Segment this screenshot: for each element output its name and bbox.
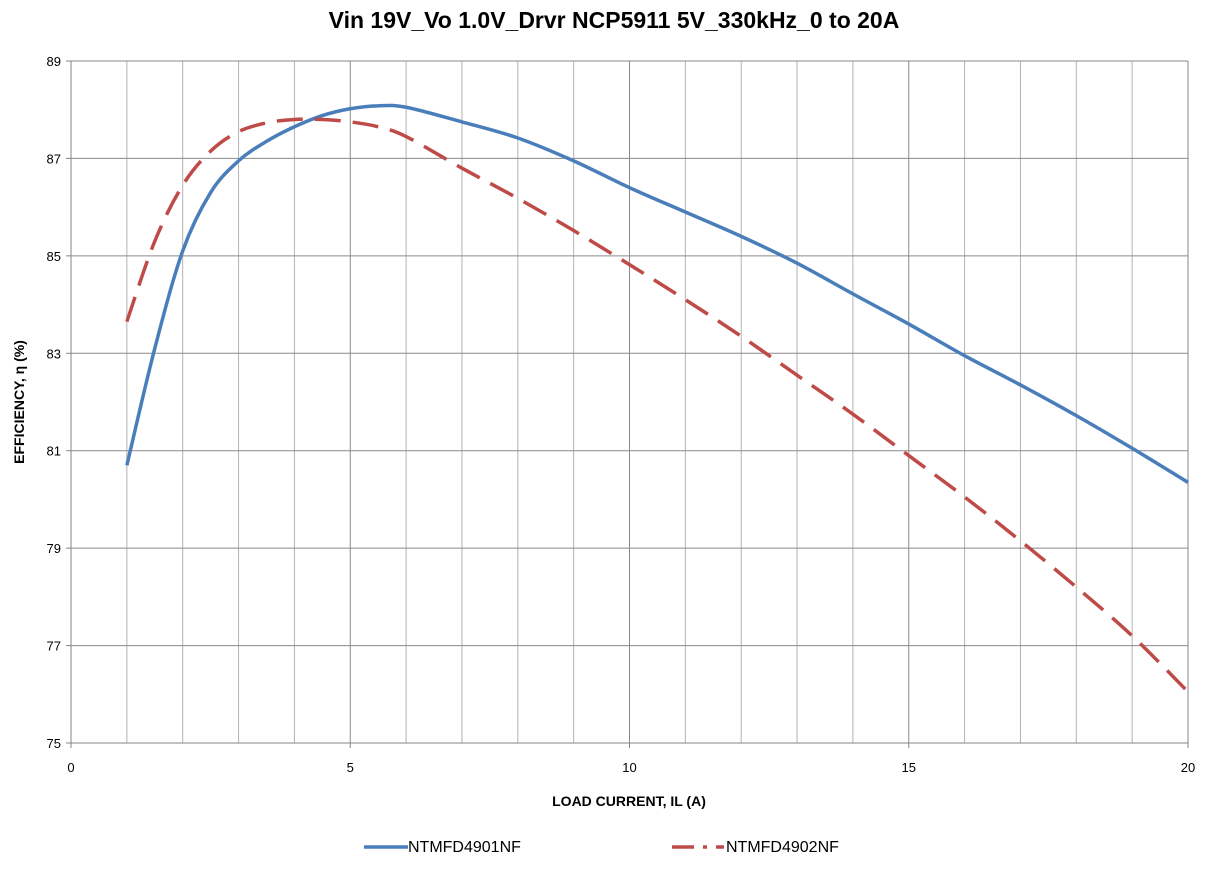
legend-label-1: NTMFD4901NF	[408, 839, 521, 856]
gridlines	[71, 60, 1189, 743]
y-tick-label: 85	[47, 249, 61, 264]
chart-title: Vin 19V_Vo 1.0V_Drvr NCP5911 5V_330kHz_0…	[329, 7, 900, 33]
y-tick-label: 89	[47, 54, 61, 69]
legend-label-2: NTMFD4902NF	[726, 839, 839, 856]
y-tick-label: 83	[47, 346, 61, 361]
y-axis-title: EFFICIENCY, η (%)	[11, 340, 27, 464]
y-tick-label: 75	[47, 736, 61, 751]
x-axis-title: LOAD CURRENT, IL (A)	[552, 793, 706, 809]
series-line-1	[125, 103, 1189, 484]
x-tick-label: 15	[902, 760, 916, 775]
series-line-2	[125, 117, 1190, 694]
x-tick-label: 10	[622, 760, 636, 775]
y-tick-label: 87	[47, 151, 61, 166]
legend: NTMFD4901NF NTMFD4902NF	[364, 839, 839, 856]
axes: 75 77 79 81 83 85 87 89 0 5 10 15 20	[47, 54, 1196, 775]
y-tick-label: 77	[47, 639, 61, 654]
y-tick-label: 81	[47, 444, 61, 459]
x-tick-label: 0	[67, 760, 74, 775]
series-lines	[125, 103, 1190, 694]
x-tick-label: 20	[1181, 760, 1195, 775]
x-tick-label: 5	[347, 760, 354, 775]
y-tick-label: 79	[47, 541, 61, 556]
